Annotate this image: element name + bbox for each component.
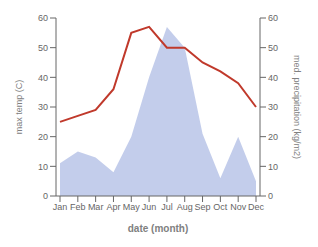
- svg-text:Jun: Jun: [142, 202, 157, 212]
- svg-text:Jan: Jan: [53, 202, 68, 212]
- svg-text:30: 30: [268, 102, 278, 112]
- svg-text:max temp (C): max temp (C): [14, 80, 24, 135]
- svg-text:med. precipitation (kg/m2): med. precipitation (kg/m2): [292, 55, 302, 159]
- svg-text:0: 0: [268, 191, 273, 201]
- svg-text:10: 10: [268, 162, 278, 172]
- svg-text:Oct: Oct: [213, 202, 228, 212]
- svg-text:10: 10: [38, 162, 48, 172]
- svg-text:60: 60: [268, 13, 278, 23]
- svg-text:40: 40: [38, 73, 48, 83]
- svg-text:Mar: Mar: [88, 202, 104, 212]
- svg-text:60: 60: [38, 13, 48, 23]
- svg-text:Apr: Apr: [106, 202, 120, 212]
- svg-text:50: 50: [38, 43, 48, 53]
- svg-text:May: May: [123, 202, 141, 212]
- svg-text:Aug: Aug: [177, 202, 193, 212]
- svg-text:Nov: Nov: [230, 202, 247, 212]
- svg-text:20: 20: [38, 132, 48, 142]
- svg-text:40: 40: [268, 73, 278, 83]
- svg-text:Dec: Dec: [248, 202, 265, 212]
- svg-text:30: 30: [38, 102, 48, 112]
- svg-text:Jul: Jul: [161, 202, 173, 212]
- svg-text:0: 0: [43, 191, 48, 201]
- svg-text:date (month): date (month): [128, 223, 189, 234]
- svg-text:20: 20: [268, 132, 278, 142]
- svg-text:50: 50: [268, 43, 278, 53]
- svg-text:Feb: Feb: [70, 202, 86, 212]
- svg-text:Sep: Sep: [195, 202, 211, 212]
